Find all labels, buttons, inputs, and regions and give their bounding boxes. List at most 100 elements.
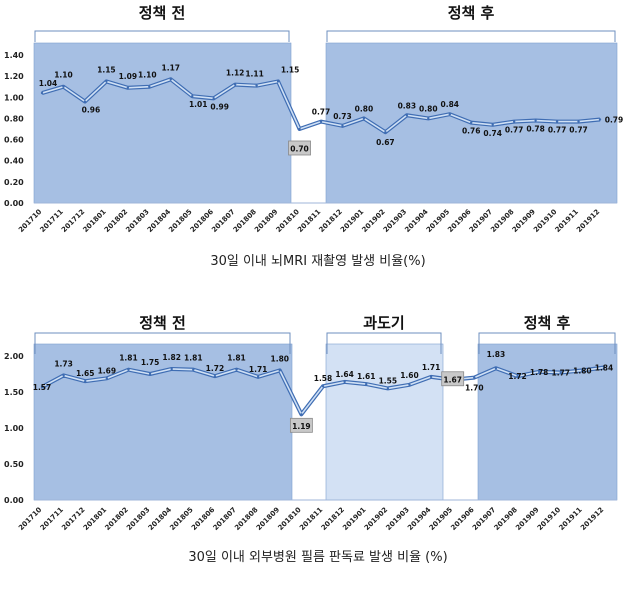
- data-point: [512, 120, 516, 123]
- data-label: 1.58: [314, 374, 333, 383]
- y-tick-label: 0.40: [4, 157, 24, 166]
- data-point: [448, 113, 451, 116]
- period-bracket: [34, 30, 290, 42]
- data-label: 0.67: [376, 138, 395, 147]
- data-point: [408, 383, 411, 386]
- y-tick-label: 0.60: [4, 136, 24, 145]
- chart-caption: 30일 이내 뇌MRI 재촬영 발생 비율(%): [210, 254, 425, 269]
- data-point: [278, 369, 281, 372]
- y-tick-label: 2.00: [4, 352, 24, 361]
- data-point: [386, 387, 390, 390]
- data-label: 1.17: [162, 63, 181, 72]
- y-tick-label: 1.00: [4, 93, 24, 102]
- y-tick-label: 0.00: [4, 496, 24, 505]
- data-label: 1.61: [357, 372, 376, 381]
- period-title: 정책 전: [139, 314, 186, 332]
- data-label: 0.99: [210, 102, 229, 111]
- data-point: [40, 385, 44, 389]
- data-label: 1.60: [400, 371, 419, 380]
- data-point: [83, 100, 87, 103]
- y-tick-label: 1.40: [4, 51, 24, 60]
- data-label: 0.74: [483, 129, 502, 138]
- data-label: 0.84: [441, 100, 460, 109]
- y-tick-label: 0.00: [4, 199, 24, 208]
- data-point: [321, 385, 325, 388]
- data-label: 1.70: [465, 384, 484, 393]
- period-region: [33, 42, 292, 204]
- data-point: [84, 380, 87, 383]
- data-point: [577, 120, 580, 123]
- data-point: [559, 371, 562, 374]
- data-point: [148, 85, 151, 88]
- y-tick-label: 1.00: [4, 424, 24, 433]
- data-label: 0.77: [569, 126, 588, 135]
- period-bracket: [326, 332, 442, 354]
- data-point: [534, 119, 537, 122]
- data-point: [473, 376, 476, 379]
- y-tick-label: 0.20: [4, 178, 24, 187]
- data-point: [212, 97, 215, 100]
- data-label: 1.65: [76, 369, 95, 378]
- period-bracket: [478, 332, 616, 354]
- y-tick-label: 1.50: [4, 388, 24, 397]
- bridge-label-box: [288, 140, 311, 156]
- x-tick-label: 201912: [579, 506, 605, 532]
- data-point: [62, 85, 65, 88]
- data-label: 1.15: [97, 65, 116, 74]
- data-label: 1.10: [54, 71, 73, 80]
- data-label: 1.15: [281, 65, 300, 74]
- data-label: 1.01: [189, 100, 208, 109]
- data-point: [192, 368, 195, 371]
- data-label: 1.82: [162, 353, 181, 362]
- data-label: 1.81: [119, 354, 138, 363]
- data-point: [105, 80, 108, 83]
- data-label: 1.72: [206, 364, 225, 373]
- data-label: 1.11: [245, 70, 264, 79]
- data-label: 1.09: [119, 72, 138, 81]
- data-point: [491, 123, 494, 126]
- y-tick-label: 0.50: [4, 460, 24, 469]
- data-point: [256, 375, 260, 379]
- data-point: [170, 367, 173, 371]
- data-label: 1.04: [39, 79, 58, 88]
- period-title: 정책 전: [139, 4, 186, 22]
- period-bracket: [326, 30, 616, 42]
- data-point: [300, 413, 303, 416]
- data-point: [126, 86, 130, 89]
- chart-1: 정책 전 정책 후 0.00 0.20 0.40 0.60 0.80 1.00 1.20 1.40…: [4, 4, 623, 269]
- data-point: [105, 377, 109, 380]
- data-label: 1.71: [249, 365, 268, 374]
- chart-caption: 30일 이내 외부병원 필름 판독료 발생 비율 (%): [188, 550, 447, 565]
- data-point: [127, 368, 130, 371]
- data-label: 1.67: [443, 375, 462, 384]
- data-point: [233, 83, 237, 86]
- data-point: [555, 120, 559, 123]
- data-point: [581, 369, 584, 372]
- data-point: [298, 127, 301, 131]
- data-label: 1.81: [184, 354, 203, 363]
- data-point: [319, 120, 323, 123]
- data-label: 1.78: [530, 368, 549, 377]
- data-label: 0.83: [398, 101, 417, 110]
- data-label: 1.81: [227, 354, 246, 363]
- data-point: [537, 370, 541, 374]
- data-label: 1.75: [141, 358, 160, 367]
- data-label: 0.80: [419, 104, 438, 113]
- data-point: [148, 372, 152, 376]
- data-label: 0.73: [333, 112, 352, 121]
- data-label: 0.80: [355, 104, 374, 113]
- data-point: [341, 124, 344, 128]
- data-label: 1.69: [98, 366, 117, 375]
- data-point: [191, 95, 194, 98]
- x-tick-label: 201912: [575, 208, 601, 234]
- data-label: 0.96: [82, 106, 101, 115]
- data-point: [255, 84, 258, 87]
- data-point: [169, 78, 172, 81]
- data-point: [235, 368, 238, 371]
- data-label: 0.78: [526, 125, 545, 134]
- data-point: [62, 374, 65, 377]
- data-label: 1.55: [379, 376, 398, 385]
- data-label: 1.19: [292, 422, 311, 431]
- data-label: 1.73: [54, 359, 73, 368]
